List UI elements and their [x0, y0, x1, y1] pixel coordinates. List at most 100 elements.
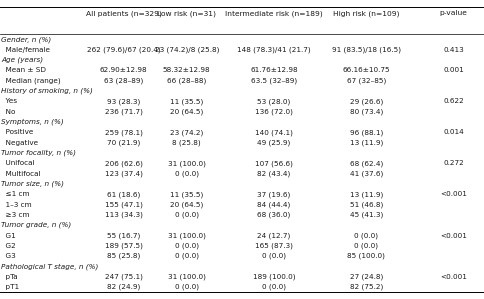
- Text: Mean ± SD: Mean ± SD: [1, 68, 46, 74]
- Text: <0.001: <0.001: [439, 191, 466, 197]
- Text: 0 (0.0): 0 (0.0): [174, 242, 198, 249]
- Text: 68 (62.4): 68 (62.4): [349, 160, 382, 167]
- Text: 0 (0.0): 0 (0.0): [174, 170, 198, 177]
- Text: Low risk (n=31): Low risk (n=31): [157, 10, 216, 17]
- Text: 0.622: 0.622: [442, 98, 463, 104]
- Text: G1: G1: [1, 233, 15, 239]
- Text: Male/female: Male/female: [1, 47, 50, 53]
- Text: 85 (25.8): 85 (25.8): [107, 253, 140, 260]
- Text: 11 (35.5): 11 (35.5): [170, 191, 203, 198]
- Text: 66 (28–88): 66 (28–88): [167, 77, 206, 84]
- Text: 66.16±10.75: 66.16±10.75: [342, 68, 389, 74]
- Text: 20 (64.5): 20 (64.5): [170, 201, 203, 208]
- Text: 49 (25.9): 49 (25.9): [257, 139, 290, 146]
- Text: Gender, n (%): Gender, n (%): [1, 36, 51, 43]
- Text: 155 (47.1): 155 (47.1): [105, 201, 142, 208]
- Text: 61 (18.6): 61 (18.6): [107, 191, 140, 198]
- Text: 148 (78.3)/41 (21.7): 148 (78.3)/41 (21.7): [237, 47, 310, 53]
- Text: Symptoms, n (%): Symptoms, n (%): [1, 119, 63, 125]
- Text: No: No: [1, 109, 15, 115]
- Text: 37 (19.6): 37 (19.6): [257, 191, 290, 198]
- Text: 31 (100.0): 31 (100.0): [167, 160, 205, 167]
- Text: 0.014: 0.014: [442, 129, 463, 135]
- Text: Pathological T stage, n (%): Pathological T stage, n (%): [1, 263, 98, 270]
- Text: 80 (73.4): 80 (73.4): [349, 109, 382, 115]
- Text: History of smoking, n (%): History of smoking, n (%): [1, 88, 92, 94]
- Text: 0.001: 0.001: [442, 68, 463, 74]
- Text: 11 (35.5): 11 (35.5): [170, 98, 203, 105]
- Text: 0 (0.0): 0 (0.0): [353, 242, 378, 249]
- Text: 13 (11.9): 13 (11.9): [349, 191, 382, 198]
- Text: 31 (100.0): 31 (100.0): [167, 274, 205, 280]
- Text: 0.272: 0.272: [442, 160, 463, 166]
- Text: 85 (100.0): 85 (100.0): [347, 253, 384, 260]
- Text: Intermediate risk (n=189): Intermediate risk (n=189): [225, 10, 322, 17]
- Text: 0 (0.0): 0 (0.0): [353, 232, 378, 239]
- Text: pTa: pTa: [1, 274, 17, 280]
- Text: 259 (78.1): 259 (78.1): [105, 129, 142, 136]
- Text: 0 (0.0): 0 (0.0): [261, 253, 286, 260]
- Text: 107 (56.6): 107 (56.6): [255, 160, 292, 167]
- Text: 31 (100.0): 31 (100.0): [167, 232, 205, 239]
- Text: Tumor grade, n (%): Tumor grade, n (%): [1, 222, 71, 228]
- Text: 0 (0.0): 0 (0.0): [174, 284, 198, 290]
- Text: 53 (28.0): 53 (28.0): [257, 98, 290, 105]
- Text: 24 (12.7): 24 (12.7): [257, 232, 290, 239]
- Text: 27 (24.8): 27 (24.8): [349, 274, 382, 280]
- Text: Multifocal: Multifocal: [1, 171, 40, 177]
- Text: G3: G3: [1, 253, 15, 259]
- Text: Tumor size, n (%): Tumor size, n (%): [1, 181, 64, 187]
- Text: Age (years): Age (years): [1, 57, 43, 63]
- Text: 62.90±12.98: 62.90±12.98: [100, 68, 147, 74]
- Text: ≥3 cm: ≥3 cm: [1, 212, 30, 218]
- Text: G2: G2: [1, 243, 15, 249]
- Text: 206 (62.6): 206 (62.6): [105, 160, 142, 167]
- Text: 55 (16.7): 55 (16.7): [107, 232, 140, 239]
- Text: 140 (74.1): 140 (74.1): [255, 129, 292, 136]
- Text: 13 (11.9): 13 (11.9): [349, 139, 382, 146]
- Text: p-value: p-value: [439, 10, 467, 16]
- Text: 0 (0.0): 0 (0.0): [174, 253, 198, 260]
- Text: 165 (87.3): 165 (87.3): [255, 242, 292, 249]
- Text: 189 (100.0): 189 (100.0): [252, 274, 295, 280]
- Text: 0.413: 0.413: [442, 47, 463, 53]
- Text: 0 (0.0): 0 (0.0): [261, 284, 286, 290]
- Text: 82 (43.4): 82 (43.4): [257, 170, 290, 177]
- Text: 123 (37.4): 123 (37.4): [105, 170, 142, 177]
- Text: pT1: pT1: [1, 284, 19, 290]
- Text: 84 (44.4): 84 (44.4): [257, 201, 290, 208]
- Text: Median (range): Median (range): [1, 77, 60, 84]
- Text: Tumor focality, n (%): Tumor focality, n (%): [1, 150, 76, 156]
- Text: All patients (n=329): All patients (n=329): [86, 10, 161, 17]
- Text: 68 (36.0): 68 (36.0): [257, 212, 290, 218]
- Text: 82 (24.9): 82 (24.9): [107, 284, 140, 290]
- Text: 96 (88.1): 96 (88.1): [349, 129, 382, 136]
- Text: 82 (75.2): 82 (75.2): [349, 284, 382, 290]
- Text: 113 (34.3): 113 (34.3): [105, 212, 142, 218]
- Text: Negative: Negative: [1, 140, 38, 146]
- Text: Positive: Positive: [1, 129, 33, 135]
- Text: 189 (57.5): 189 (57.5): [105, 242, 142, 249]
- Text: 41 (37.6): 41 (37.6): [349, 170, 382, 177]
- Text: 51 (46.8): 51 (46.8): [349, 201, 382, 208]
- Text: 58.32±12.98: 58.32±12.98: [163, 68, 210, 74]
- Text: 23 (74.2): 23 (74.2): [170, 129, 203, 136]
- Text: 262 (79.6)/67 (20.4): 262 (79.6)/67 (20.4): [87, 47, 160, 53]
- Text: 63.5 (32–89): 63.5 (32–89): [250, 77, 297, 84]
- Text: 1–3 cm: 1–3 cm: [1, 202, 31, 208]
- Text: 29 (26.6): 29 (26.6): [349, 98, 382, 105]
- Text: 136 (72.0): 136 (72.0): [255, 109, 292, 115]
- Text: 0 (0.0): 0 (0.0): [174, 212, 198, 218]
- Text: 70 (21.9): 70 (21.9): [107, 139, 140, 146]
- Text: 61.76±12.98: 61.76±12.98: [250, 68, 297, 74]
- Text: <0.001: <0.001: [439, 274, 466, 280]
- Text: ≤1 cm: ≤1 cm: [1, 191, 30, 197]
- Text: <0.001: <0.001: [439, 233, 466, 239]
- Text: 93 (28.3): 93 (28.3): [107, 98, 140, 105]
- Text: High risk (n=109): High risk (n=109): [332, 10, 399, 17]
- Text: Unifocal: Unifocal: [1, 160, 34, 166]
- Text: 67 (32–85): 67 (32–85): [346, 77, 385, 84]
- Text: 8 (25.8): 8 (25.8): [172, 139, 201, 146]
- Text: 247 (75.1): 247 (75.1): [105, 274, 142, 280]
- Text: 23 (74.2)/8 (25.8): 23 (74.2)/8 (25.8): [154, 47, 218, 53]
